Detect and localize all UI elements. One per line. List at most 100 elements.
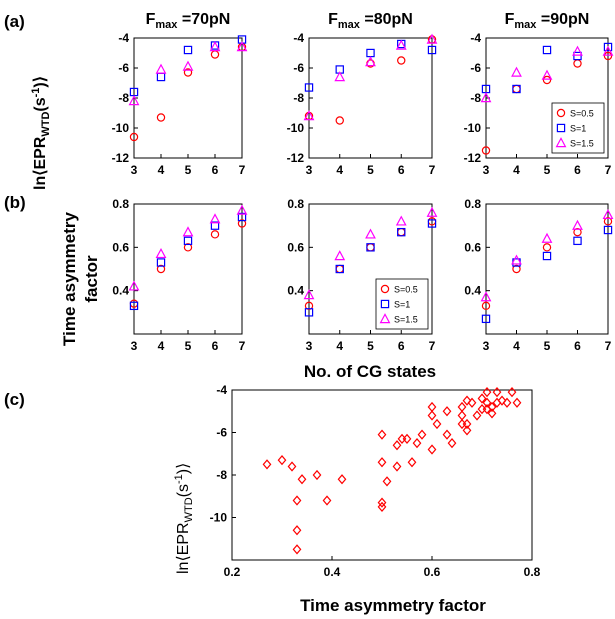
data-point-s15 [480, 291, 492, 302]
data-point-s05 [129, 132, 139, 142]
data-point [507, 387, 517, 398]
legend-label: S=0.5 [394, 285, 418, 295]
x-tick-label: 3 [131, 339, 138, 353]
x-tick-label: 0.8 [524, 565, 541, 579]
data-point-s1 [366, 243, 375, 252]
y-tick-label: -6 [216, 426, 227, 440]
data-point-s15 [209, 213, 221, 224]
y-tick-label: -12 [112, 151, 130, 165]
data-point-s05 [512, 264, 521, 274]
data-point-s15 [303, 110, 315, 121]
data-point-s1 [183, 236, 193, 246]
panel-label-b: (b) [4, 193, 26, 212]
data-point [512, 397, 522, 408]
y-tick-label: -6 [293, 61, 304, 75]
data-point [377, 497, 387, 508]
data-point [392, 461, 402, 472]
data-point-s05 [210, 230, 220, 239]
data-point-s05 [397, 56, 406, 65]
data-point [432, 418, 442, 430]
data-point-s05 [542, 75, 552, 85]
legend-label: S=1.5 [394, 315, 418, 325]
legend-label: S=1 [570, 124, 586, 134]
subplot-title: Fmax =70pN [146, 11, 231, 31]
data-point-s15 [155, 63, 167, 74]
x-tick-label: 6 [212, 163, 219, 177]
y-tick-label: -10 [112, 121, 130, 135]
data-point-s05 [573, 227, 582, 237]
y-tick-label: -12 [287, 151, 305, 165]
chart-b-3: 3 4 5 6 7 0.4 0.6 0.8 [464, 197, 614, 353]
x-tick-label: 7 [605, 163, 612, 177]
row-b-ylabel-line1: Time asymmetry [60, 212, 79, 346]
legend-label: S=0.5 [570, 109, 594, 119]
legend-marker-s1 [556, 123, 566, 133]
data-point-s15 [541, 69, 553, 80]
plots-layer: 3 4 5 6 7 -12 -10 -8 -6 -4 Fmax =70pN 3 4 5 6 7 -12 -10 -8… [112, 11, 614, 579]
data-point [417, 429, 427, 440]
chart-a-1: 3 4 5 6 7 -12 -10 -8 -6 -4 Fmax =70pN [112, 11, 248, 177]
subplot-title: Fmax =90pN [505, 11, 590, 31]
y-tick-label: 0.8 [464, 197, 481, 211]
y-tick-label: -6 [118, 61, 129, 75]
data-point [497, 395, 507, 406]
data-point-s05 [542, 243, 552, 252]
x-tick-label: 5 [367, 163, 374, 177]
plot-frame [485, 203, 609, 335]
data-point [287, 461, 297, 472]
data-point [382, 476, 392, 487]
y-tick-label: 0.8 [287, 197, 304, 211]
x-tick-label: 5 [185, 339, 192, 353]
data-point-s15 [602, 45, 614, 56]
y-tick-label: 0.6 [287, 240, 304, 254]
chart-b-1: 3 4 5 6 7 0.4 0.6 0.8 [112, 197, 248, 353]
data-point-s15 [182, 226, 194, 237]
data-point-s15 [602, 208, 614, 220]
y-tick-label: -4 [293, 31, 304, 45]
data-point-s1 [304, 83, 314, 92]
data-point-s15 [572, 45, 583, 56]
legend-marker-s05 [380, 284, 390, 294]
y-tick-label: -10 [287, 121, 305, 135]
y-tick-label: -8 [293, 91, 304, 105]
data-point-s15 [511, 254, 522, 265]
data-point-s05 [481, 301, 491, 311]
y-tick-label: -4 [118, 31, 129, 45]
data-point-s1 [397, 227, 406, 237]
data-point-s05 [183, 68, 193, 77]
data-point-s05 [603, 51, 613, 61]
data-point-s05 [304, 301, 314, 311]
y-tick-label: -4 [216, 383, 227, 397]
data-point [482, 404, 492, 415]
x-tick-label: 4 [513, 339, 520, 353]
data-point-s05 [603, 217, 613, 226]
row-b-ylabel-line2: factor [82, 255, 101, 303]
data-point-s15 [395, 39, 407, 50]
plot-frame [133, 37, 243, 159]
data-point-s1 [603, 225, 613, 235]
data-point-s1 [542, 251, 552, 261]
x-tick-label: 4 [158, 163, 165, 177]
data-point-s15 [334, 71, 346, 82]
x-tick-label: 5 [544, 339, 551, 353]
y-tick-label: -12 [464, 151, 482, 165]
data-point [427, 444, 437, 455]
data-point [292, 544, 302, 555]
x-tick-label: 3 [131, 163, 138, 177]
data-point [482, 387, 492, 398]
legend-marker-s15 [555, 137, 567, 148]
data-point-s1 [481, 314, 491, 324]
data-point-s1 [512, 84, 521, 94]
data-point [462, 418, 472, 430]
data-point-s15 [128, 280, 140, 291]
data-point [337, 474, 347, 485]
data-point-s1 [304, 308, 314, 317]
legend-label: S=1 [394, 300, 410, 310]
legend-marker-s15 [379, 313, 391, 324]
x-tick-label: 5 [544, 163, 551, 177]
x-tick-label: 7 [239, 163, 246, 177]
data-point-s15 [541, 232, 553, 243]
data-point-s1 [427, 219, 437, 228]
data-point-s1 [129, 301, 139, 311]
data-point-s15 [236, 204, 248, 215]
